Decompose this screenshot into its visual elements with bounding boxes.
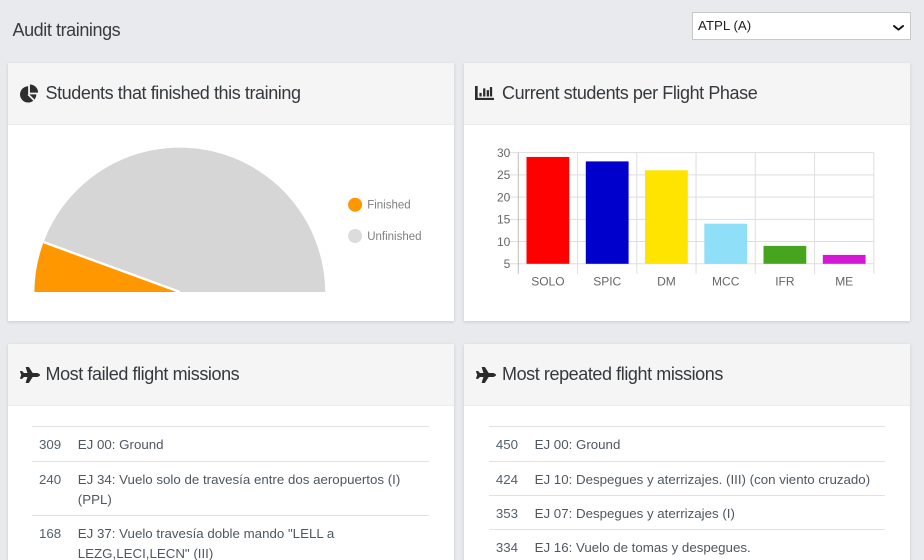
svg-text:30: 30 xyxy=(497,146,511,160)
svg-text:ME: ME xyxy=(835,275,853,289)
svg-text:IFR: IFR xyxy=(775,275,795,289)
svg-text:10: 10 xyxy=(497,235,511,249)
svg-text:Finished: Finished xyxy=(367,200,410,212)
svg-text:SPIC: SPIC xyxy=(593,275,621,289)
svg-text:15: 15 xyxy=(497,213,511,227)
svg-text:Unfinished: Unfinished xyxy=(367,231,421,243)
svg-text:5: 5 xyxy=(504,257,511,271)
svg-text:20: 20 xyxy=(497,190,511,204)
svg-text:MCC: MCC xyxy=(712,275,740,289)
svg-text:DM: DM xyxy=(657,275,676,289)
svg-text:25: 25 xyxy=(497,168,511,182)
svg-text:SOLO: SOLO xyxy=(531,275,564,289)
